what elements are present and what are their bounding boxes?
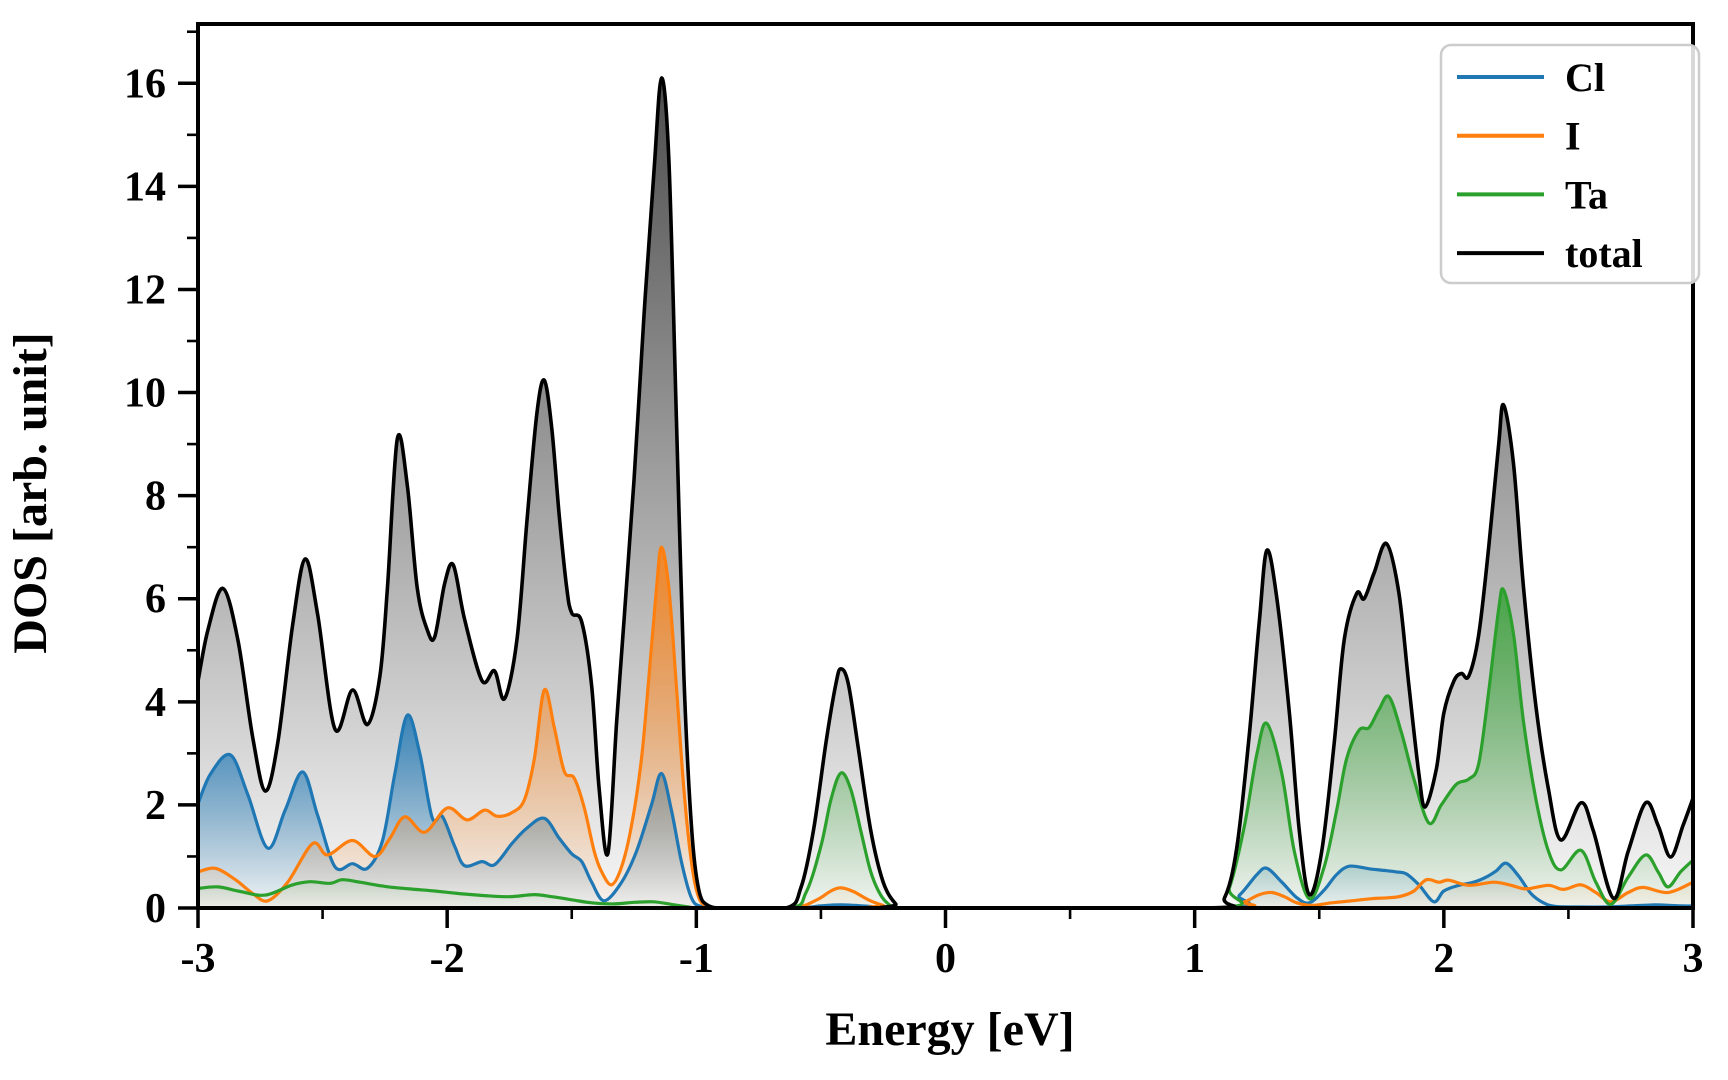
series-line-Ta <box>198 587 1693 908</box>
series-fill-total <box>198 78 1693 908</box>
x-tick-label: -2 <box>430 936 465 982</box>
y-tick-label: 8 <box>145 474 166 520</box>
y-tick-label: 2 <box>145 783 166 829</box>
y-axis-label: DOS [arb. unit] <box>4 332 57 653</box>
legend-label-total: total <box>1565 231 1643 276</box>
y-tick-label: 4 <box>145 680 166 726</box>
y-tick-label: 12 <box>124 267 166 313</box>
legend-box <box>1439 43 1701 285</box>
x-tick-label: 3 <box>1683 936 1704 982</box>
y-tick-label: 16 <box>124 61 166 107</box>
legend-label-Ta: Ta <box>1565 172 1608 217</box>
y-tick-label: 10 <box>124 371 166 417</box>
x-tick-label: 0 <box>935 936 956 982</box>
x-axis-label: Energy [eV] <box>825 1003 1074 1056</box>
legend-label-Cl: Cl <box>1565 55 1605 100</box>
series-fill-I <box>198 547 1693 908</box>
y-tick-label: 0 <box>145 886 166 932</box>
series-fill-Ta <box>198 588 1693 908</box>
series-line-Cl <box>198 713 1693 908</box>
legend-label-I: I <box>1565 114 1581 159</box>
x-tick-label: 2 <box>1433 936 1454 982</box>
y-tick-label: 14 <box>124 164 166 210</box>
x-tick-label: -3 <box>181 936 216 982</box>
series-line-total <box>198 76 1693 908</box>
x-tick-label: 1 <box>1184 936 1205 982</box>
y-tick-label: 6 <box>145 577 166 623</box>
x-tick-label: -1 <box>679 936 714 982</box>
